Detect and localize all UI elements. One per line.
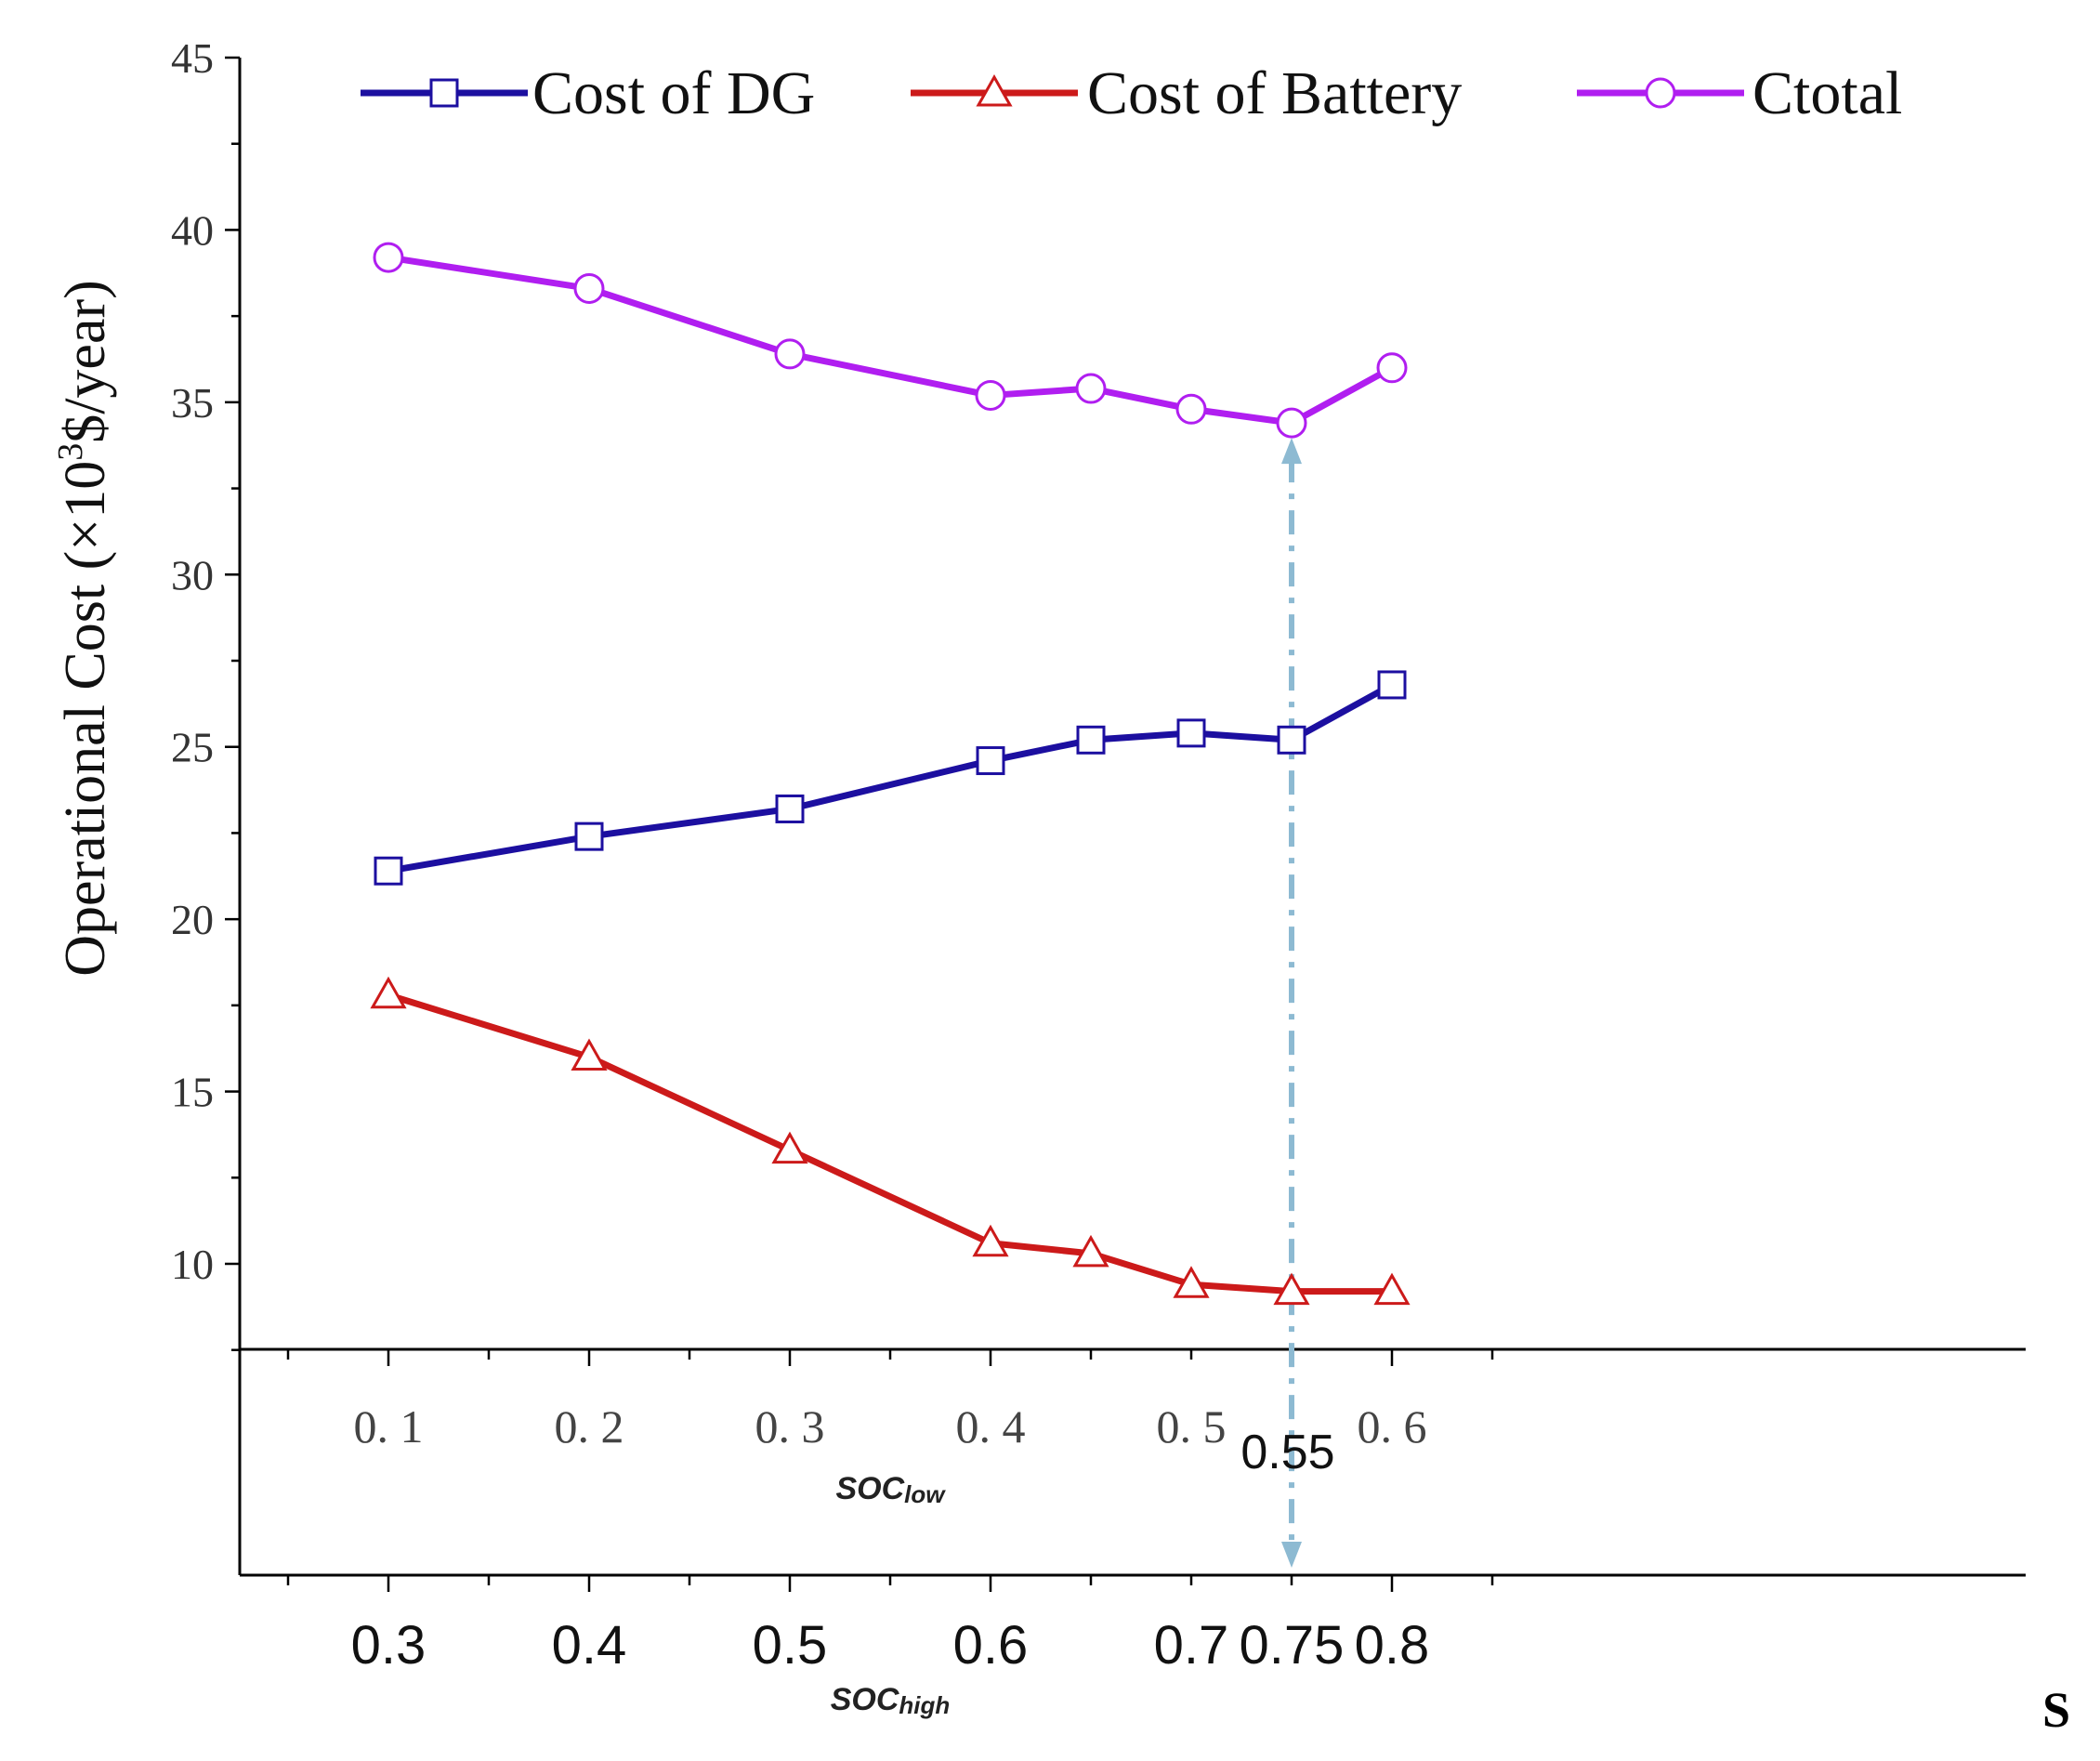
data-point — [370, 976, 407, 1009]
data-point — [1176, 718, 1206, 748]
data-point — [574, 821, 604, 851]
x-low-tick-label: 0. 5 — [1157, 1400, 1227, 1452]
y-axis-label: Operational Cost (×103$/year) — [51, 280, 117, 977]
y-tick-label: 35 — [171, 379, 214, 427]
x-high-tick-label: 0.75 — [1240, 1615, 1345, 1676]
x-low-tick-label: 0. 4 — [956, 1400, 1026, 1452]
data-point — [975, 379, 1006, 411]
legend-item: Cost of Battery — [911, 59, 1462, 127]
x-high-axis-label: SOChigh — [831, 1682, 951, 1719]
data-point — [429, 78, 459, 108]
data-point — [976, 73, 1013, 107]
y-axis-label-sup: 3 — [51, 443, 90, 461]
series-line — [387, 254, 1394, 427]
data-point — [976, 746, 1005, 776]
x-low-axis-label-main: SOC — [835, 1471, 904, 1506]
annotation-label: 0.55 — [1240, 1426, 1334, 1479]
series-cost-of-dg — [374, 670, 1407, 886]
data-point — [771, 1131, 808, 1164]
legend-label: Cost of DG — [532, 59, 815, 127]
data-point — [373, 242, 404, 273]
x-low-axis-label: SOClow — [835, 1471, 946, 1508]
y-tick-label: 20 — [171, 896, 214, 943]
y-tick-label: 45 — [171, 34, 214, 82]
x-high-tick-label: 0.8 — [1355, 1615, 1430, 1676]
y-tick-label: 30 — [171, 551, 214, 598]
x-high-axis-label-sub: high — [899, 1691, 950, 1719]
y-axis-label-suffix: $/year) — [54, 280, 117, 443]
data-point — [1075, 373, 1107, 404]
data-point — [1173, 1266, 1210, 1298]
data-point — [1175, 393, 1207, 425]
y-tick-label: 40 — [171, 206, 214, 254]
data-point — [1645, 77, 1676, 109]
series-cost-of-battery — [370, 976, 1411, 1306]
annotation: 0.55 — [1240, 438, 1335, 1568]
x-low-tick-label: 0. 6 — [1358, 1400, 1427, 1452]
legend-label: Cost of Battery — [1087, 59, 1462, 127]
x-low-tick-label: 0. 1 — [354, 1400, 424, 1452]
axes: 10 15 20 25 30 35 40 45 0. 1 0. 2 0. 3 0. 4 0. 5 0. 6… — [171, 34, 2026, 1719]
data-point — [1376, 352, 1408, 384]
data-point — [1076, 725, 1106, 755]
labels: Operational Cost (×103$/year) S — [51, 280, 2070, 1738]
x-high-tick-label: 0.6 — [953, 1615, 1029, 1676]
x-high-tick-label: 0.7 — [1154, 1615, 1229, 1676]
x-low-axis-label-sub: low — [904, 1480, 946, 1508]
series-ctotal — [373, 242, 1408, 439]
series-line — [387, 992, 1392, 1295]
legend-item: Ctotal — [1577, 59, 1902, 127]
x-high-tick-label: 0.5 — [753, 1615, 828, 1676]
x-high-tick-label: 0.3 — [351, 1615, 427, 1676]
x-low-tick-label: 0. 2 — [555, 1400, 624, 1452]
data-point — [374, 856, 403, 886]
x-high-axis-label-main: SOC — [831, 1682, 899, 1717]
x-low-tick-label: 0. 3 — [755, 1400, 825, 1452]
y-tick-label: 15 — [171, 1069, 214, 1116]
data-point — [774, 338, 806, 370]
data-point — [1276, 407, 1307, 439]
data-point — [1277, 725, 1306, 755]
x-high-tick-label: 0.4 — [552, 1615, 627, 1676]
legend: Cost of DG Cost of Battery Ctotal — [361, 59, 1902, 127]
annotation-arrow-down — [1281, 1542, 1302, 1568]
legend-label: Ctotal — [1752, 59, 1902, 127]
data-point — [775, 794, 805, 823]
series-layer — [370, 242, 1411, 1306]
y-tick-label: 10 — [171, 1241, 214, 1288]
corner-text: S — [2042, 1682, 2070, 1738]
y-tick-label: 25 — [171, 724, 214, 771]
data-point — [1273, 1272, 1310, 1306]
annotation-arrow-up — [1281, 438, 1302, 465]
data-point — [571, 1038, 608, 1071]
data-point — [1373, 1272, 1411, 1306]
data-point — [972, 1224, 1009, 1257]
data-point — [573, 272, 605, 304]
data-point — [1072, 1234, 1109, 1268]
data-point — [1377, 670, 1407, 700]
legend-item: Cost of DG — [361, 59, 815, 127]
series-line — [387, 681, 1394, 874]
y-axis-label-main: Operational Cost (×10 — [54, 461, 117, 977]
